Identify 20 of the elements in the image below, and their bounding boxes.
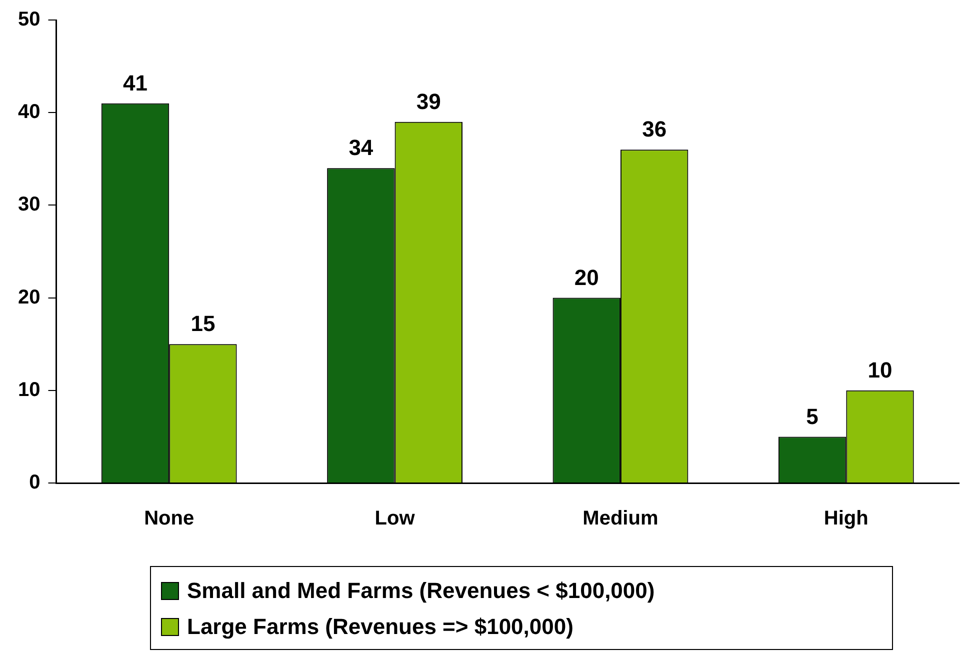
data-label: 36 (642, 116, 667, 142)
data-label: 20 (574, 264, 599, 290)
data-label: 15 (190, 311, 216, 336)
y-tick-label: 40 (18, 101, 40, 124)
legend-label: Large Farms (Revenues => $100,000) (187, 614, 574, 640)
y-tick-label: 0 (29, 472, 40, 494)
x-tick-label: Medium (582, 508, 658, 530)
data-label: 39 (416, 88, 441, 114)
data-label: 41 (122, 70, 148, 96)
x-tick-label: Low (374, 508, 416, 530)
y-tick-label: 20 (18, 286, 40, 308)
legend-label: Small and Med Farms (Revenues < $100,000) (187, 578, 655, 604)
x-tick-label: High (824, 508, 868, 530)
data-label: 34 (348, 135, 374, 160)
y-tick-label: 10 (18, 378, 40, 401)
data-label: 10 (868, 357, 892, 382)
y-tick-label: 30 (18, 194, 40, 216)
data-label: 5 (806, 404, 818, 429)
x-tick-label: None (144, 508, 194, 530)
y-tick-label: 50 (18, 8, 40, 31)
